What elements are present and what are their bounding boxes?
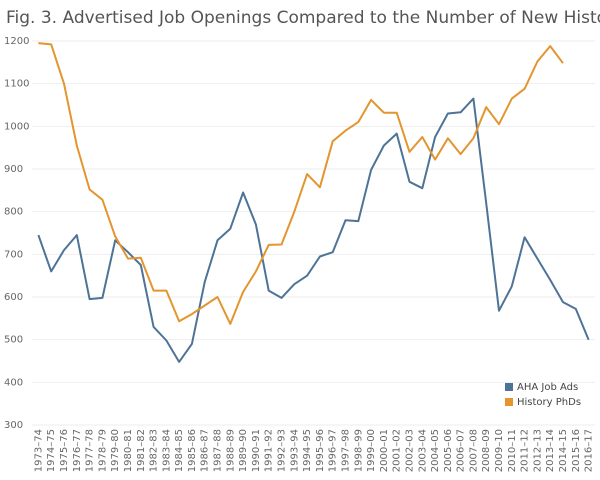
- x-tick-label: 2015–16: [571, 429, 582, 472]
- x-tick-label: 1984–85: [174, 429, 185, 472]
- x-tick-label: 1990–91: [251, 429, 262, 472]
- x-tick-label: 2009–10: [494, 429, 505, 472]
- legend-label: AHA Job Ads: [517, 382, 578, 393]
- x-tick-label: 2003–04: [417, 429, 428, 472]
- x-tick-label: 2000–01: [379, 429, 390, 472]
- x-tick-label: 1986–87: [200, 429, 211, 472]
- x-tick-label: 2001–02: [392, 429, 403, 472]
- y-tick-label: 1100: [4, 79, 29, 90]
- x-tick-label: 1973–74: [33, 429, 44, 472]
- y-tick-label: 400: [4, 377, 23, 388]
- x-tick-label: 2014–15: [558, 429, 569, 472]
- x-tick-label: 1983–84: [161, 429, 172, 472]
- x-tick-label: 2002–03: [404, 429, 415, 472]
- legend-swatch: [505, 383, 513, 391]
- x-tick-label: 1995–96: [315, 429, 326, 472]
- x-tick-label: 1975–76: [59, 429, 70, 472]
- x-tick-label: 2012–13: [532, 429, 543, 472]
- x-tick-label: 2005–06: [443, 429, 454, 472]
- x-tick-label: 1996–97: [328, 429, 339, 472]
- x-tick-label: 1988–89: [225, 429, 236, 472]
- series-line: [38, 42, 564, 325]
- x-tick-label: 2010–11: [507, 429, 518, 472]
- y-tick-label: 500: [4, 335, 23, 346]
- x-tick-label: 1985–86: [187, 429, 198, 472]
- x-tick-label: 1997–98: [340, 429, 351, 472]
- series-line: [37, 97, 590, 363]
- x-tick-label: 1987–88: [213, 429, 224, 472]
- x-tick-label: 1994–95: [302, 429, 313, 472]
- y-tick-label: 900: [4, 164, 23, 175]
- y-tick-label: 1200: [4, 36, 29, 47]
- y-tick-label: 300: [4, 420, 23, 431]
- x-tick-label: 1982–83: [149, 429, 160, 472]
- x-tick-label: 2004–05: [430, 429, 441, 472]
- x-tick-label: 1992–93: [277, 429, 288, 472]
- x-tick-label: 1974–75: [46, 429, 57, 472]
- y-tick-label: 1000: [4, 121, 29, 132]
- x-tick-label: 2013–14: [545, 429, 556, 472]
- y-tick-label: 800: [4, 207, 23, 218]
- x-tick-label: 2008–09: [481, 429, 492, 472]
- x-tick-label: 2007–08: [468, 429, 479, 472]
- x-tick-label: 1981–82: [136, 429, 147, 472]
- x-tick-label: 1998–99: [353, 429, 364, 472]
- x-tick-label: 1977–78: [85, 429, 96, 472]
- legend-swatch: [505, 398, 513, 406]
- x-tick-label: 1978–79: [97, 429, 108, 472]
- legend-label: History PhDs: [517, 397, 581, 408]
- x-tick-label: 1999–00: [366, 429, 377, 472]
- x-tick-label: 1976–77: [72, 429, 83, 472]
- chart-title: Fig. 3. Advertised Job Openings Compared…: [6, 8, 600, 28]
- x-tick-label: 2006–07: [456, 429, 467, 472]
- y-tick-label: 600: [4, 292, 23, 303]
- x-tick-label: 2011–12: [520, 429, 531, 472]
- x-tick-label: 1991–92: [264, 429, 275, 472]
- x-tick-label: 1989–90: [238, 429, 249, 472]
- x-tick-label: 1980–81: [123, 429, 134, 472]
- x-tick-label: 1993–94: [289, 429, 300, 472]
- x-tick-label: 1979–80: [110, 429, 121, 472]
- x-tick-label: 2016–17: [584, 429, 595, 472]
- y-tick-label: 700: [4, 249, 23, 260]
